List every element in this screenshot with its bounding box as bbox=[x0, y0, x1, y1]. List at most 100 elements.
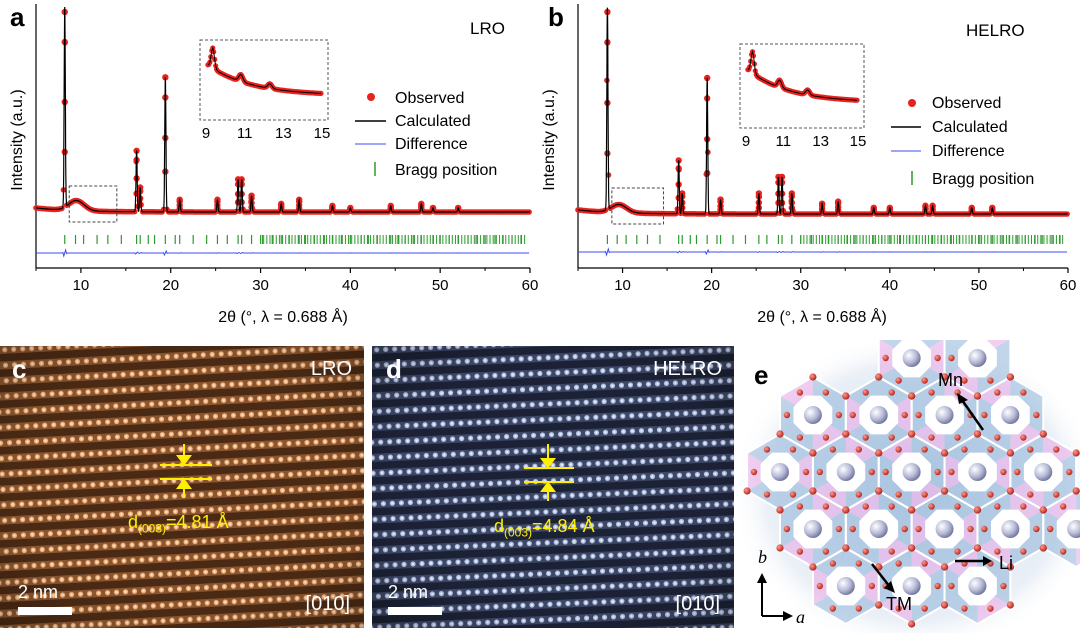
oxygen-atom bbox=[809, 563, 817, 571]
oxygen-atom bbox=[901, 525, 908, 533]
x-tick-label: 50 bbox=[971, 277, 988, 294]
inset-plot: 9 11 13 15 bbox=[739, 43, 866, 150]
cation-atom bbox=[902, 463, 921, 481]
d-symbol: d bbox=[494, 516, 505, 536]
oxygen-atom bbox=[855, 560, 863, 567]
observed-peak-point bbox=[61, 148, 68, 156]
oxygen-atom bbox=[928, 548, 935, 555]
oxygen-atom bbox=[973, 544, 982, 552]
oxygen-atom bbox=[987, 605, 994, 612]
oxygen-atom bbox=[750, 468, 758, 476]
oxygen-atom bbox=[1020, 389, 1027, 396]
oxygen-atom bbox=[1006, 373, 1014, 381]
legend-difference-label: Difference bbox=[395, 136, 468, 153]
oxygen-atom bbox=[987, 491, 994, 498]
oxygen-atom bbox=[882, 468, 889, 476]
legend-bragg-label: Bragg position bbox=[395, 162, 497, 179]
cation-atom bbox=[869, 520, 888, 538]
chart-a-ylabel: Intensity (a.u.) bbox=[9, 89, 26, 190]
oxygen-atom bbox=[1027, 446, 1034, 453]
inset-x-tick-label: 9 bbox=[202, 125, 210, 142]
oxygen-atom bbox=[855, 491, 863, 498]
panel-letter-e: e bbox=[754, 360, 769, 390]
oxygen-atom bbox=[1020, 548, 1027, 555]
x-tick-label: 20 bbox=[703, 277, 720, 294]
oxygen-atom bbox=[835, 411, 843, 419]
oxygen-atom bbox=[842, 506, 850, 514]
chart-b-ylabel: Intensity (a.u.) bbox=[541, 89, 558, 190]
oxygen-atom bbox=[796, 389, 804, 396]
oxygen-atom bbox=[862, 503, 869, 510]
oxygen-atom bbox=[849, 525, 856, 533]
oxygen-atom bbox=[888, 434, 895, 441]
observed-peak-point bbox=[248, 203, 255, 211]
oxygen-atom bbox=[908, 620, 916, 628]
oxygen-atom bbox=[915, 525, 922, 533]
d-miller-index: (003) bbox=[138, 521, 167, 536]
cation-atom bbox=[803, 520, 822, 538]
oxygen-atom bbox=[895, 491, 902, 498]
x-tick-label: 40 bbox=[342, 277, 359, 294]
cation-atom bbox=[869, 406, 888, 424]
oxygen-atom bbox=[921, 605, 928, 612]
x-tick-label: 30 bbox=[252, 277, 269, 294]
oxygen-atom bbox=[967, 525, 974, 533]
scalebar-helro bbox=[388, 607, 442, 615]
d-spacing-label-helro: d(003)=4.84 Å bbox=[494, 516, 595, 540]
observed-series bbox=[575, 8, 1070, 217]
oxygen-atom bbox=[928, 389, 935, 396]
observed-peak-point bbox=[818, 207, 826, 215]
oxygen-atom bbox=[763, 446, 771, 453]
cation-atom bbox=[1034, 463, 1053, 481]
oxygen-atom bbox=[1059, 503, 1067, 510]
oxygen-atom bbox=[789, 491, 797, 498]
legend-observed-marker bbox=[908, 99, 916, 107]
oxygen-atom bbox=[1006, 449, 1014, 457]
oxygen-atom bbox=[802, 468, 810, 476]
panel-letter-b: b bbox=[548, 2, 564, 32]
oxygen-atom bbox=[908, 506, 916, 514]
chart-b: HELRO Intensity (a.u.) 2θ (°, λ = 0.688 … bbox=[540, 0, 1080, 330]
x-tick-label: 10 bbox=[614, 277, 631, 294]
x-tick-label: 50 bbox=[432, 277, 449, 294]
arrow-mn-head bbox=[957, 393, 968, 404]
observed-peak-point bbox=[788, 204, 796, 212]
oxygen-atom bbox=[954, 389, 961, 396]
observed-peak-point bbox=[162, 168, 169, 175]
oxygen-atom bbox=[921, 491, 928, 498]
legend-difference-label: Difference bbox=[932, 143, 1005, 160]
oxygen-atom bbox=[888, 389, 895, 396]
bragg-positions bbox=[606, 235, 1064, 244]
cation-atom bbox=[1067, 520, 1080, 538]
stem-image-lro: c LRO d(003)=4.81 Å 2 nm [010] bbox=[0, 346, 364, 628]
inset-calculated-series bbox=[747, 49, 858, 101]
x-tick-label: 40 bbox=[881, 277, 898, 294]
cation-atom bbox=[968, 463, 987, 481]
oxygen-atom bbox=[994, 434, 1001, 441]
oxygen-atom bbox=[822, 548, 830, 555]
axis-b-label: b bbox=[758, 547, 767, 567]
oxygen-atom bbox=[895, 377, 902, 384]
oxygen-atom bbox=[928, 503, 935, 510]
inset-x-tick-label: 9 bbox=[742, 133, 750, 150]
inset-x-tick-label: 11 bbox=[237, 125, 253, 142]
oxygen-atom bbox=[1059, 548, 1067, 555]
difference-series bbox=[36, 248, 530, 258]
stem-sample-label-lro: LRO bbox=[310, 358, 352, 380]
oxygen-atom bbox=[842, 430, 850, 438]
oxygen-atom bbox=[921, 446, 928, 453]
oxygen-atom bbox=[1006, 601, 1014, 609]
oxygen-atom bbox=[901, 411, 908, 419]
d-symbol: d bbox=[128, 512, 139, 532]
oxygen-atom bbox=[908, 392, 916, 400]
arrow-li-head bbox=[983, 556, 992, 566]
panel-letter-c: c bbox=[12, 354, 27, 384]
oxygen-atom bbox=[948, 354, 955, 362]
oxygen-atom bbox=[829, 560, 837, 567]
oxygen-atom bbox=[921, 560, 928, 567]
x-tick-label: 10 bbox=[73, 277, 90, 294]
oxygen-atom bbox=[822, 503, 830, 510]
legend-observed-label: Observed bbox=[932, 95, 1001, 112]
stem-lattice-helro bbox=[372, 346, 734, 628]
d-spacing-marker-helro bbox=[524, 444, 574, 501]
